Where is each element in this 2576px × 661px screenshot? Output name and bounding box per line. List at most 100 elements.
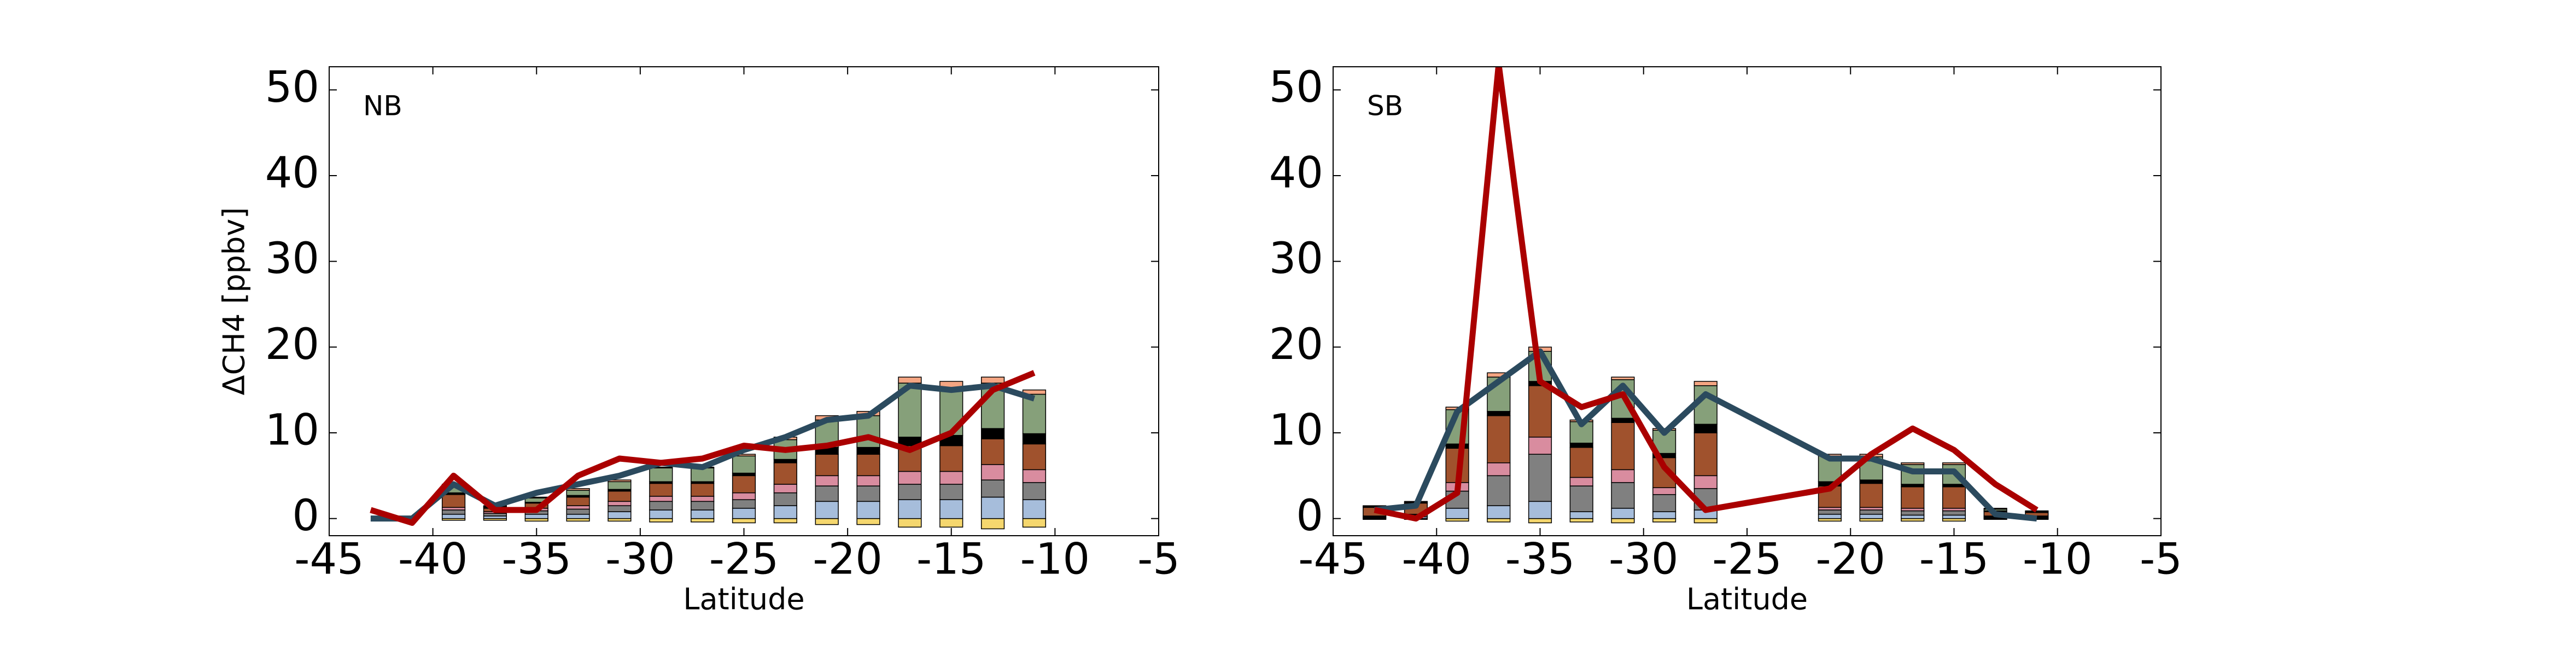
bar-segment bbox=[1487, 462, 1511, 477]
bar-segment bbox=[691, 509, 715, 519]
x-tick-label: -20 bbox=[813, 535, 882, 584]
bar-segment bbox=[1611, 518, 1635, 524]
axes-frame bbox=[1333, 66, 2162, 536]
bar-segment bbox=[1652, 494, 1677, 512]
bar-segment bbox=[608, 501, 632, 506]
bar-segment bbox=[856, 518, 880, 525]
bars bbox=[370, 370, 1047, 530]
bar-segment bbox=[980, 479, 1005, 498]
bar-segment bbox=[732, 499, 756, 509]
bar-segment bbox=[1942, 486, 1966, 509]
x-tick-label: -20 bbox=[1816, 535, 1885, 584]
bar-segment bbox=[1528, 385, 1552, 438]
bar-segment bbox=[1859, 483, 1883, 508]
bar-segment bbox=[1022, 433, 1047, 445]
y-tick-label: 10 bbox=[1269, 405, 1323, 455]
bar-segment bbox=[1569, 477, 1593, 486]
x-tick-label: -35 bbox=[1505, 535, 1575, 584]
bars bbox=[1363, 67, 2049, 524]
bar-segment bbox=[732, 508, 756, 519]
bar-segment bbox=[2025, 510, 2049, 512]
y-tick-label: 50 bbox=[265, 63, 319, 112]
line bbox=[1374, 67, 2038, 522]
bar-segment bbox=[1528, 501, 1552, 519]
bar-segment bbox=[773, 484, 797, 494]
bar-segment bbox=[732, 492, 756, 500]
bar-segment bbox=[732, 455, 756, 474]
bar-segment bbox=[1487, 415, 1511, 463]
y-tick-label: 20 bbox=[1269, 320, 1323, 369]
x-tick-label: -40 bbox=[1402, 535, 1471, 584]
y-tick-label: 50 bbox=[1269, 63, 1323, 112]
bar-segment bbox=[441, 514, 466, 519]
bar-segment bbox=[691, 496, 715, 502]
x-tick-label: -30 bbox=[1609, 535, 1678, 584]
bar-segment bbox=[856, 501, 880, 519]
bar-segment bbox=[1901, 510, 1925, 516]
x-tick-label: -15 bbox=[1919, 535, 1989, 584]
bar-segment bbox=[856, 475, 880, 486]
y-tick-label: 0 bbox=[1296, 491, 1323, 541]
bar-segment bbox=[732, 475, 756, 494]
y-tick-label: 10 bbox=[265, 405, 319, 455]
bar-segment bbox=[939, 499, 963, 519]
bar-segment bbox=[649, 518, 673, 523]
x-tick-label: -15 bbox=[916, 535, 986, 584]
bar-segment bbox=[1983, 508, 2007, 510]
bar-segment bbox=[649, 467, 673, 483]
bar-segment bbox=[815, 485, 839, 502]
bar-segment bbox=[608, 490, 632, 502]
bar-segment bbox=[980, 496, 1005, 519]
bar-segment bbox=[1569, 443, 1593, 448]
bar-segment bbox=[980, 438, 1005, 465]
bar-segment bbox=[773, 462, 797, 485]
bar-segment bbox=[1487, 505, 1511, 519]
bar-segment bbox=[1569, 485, 1593, 512]
bar-segment bbox=[1611, 418, 1635, 423]
bar-segment bbox=[1652, 518, 1677, 523]
bar-segment bbox=[1818, 509, 1842, 515]
bar-segment bbox=[1611, 482, 1635, 509]
bar-segment bbox=[980, 518, 1005, 530]
bar-segment bbox=[1818, 514, 1842, 519]
bar-segment bbox=[856, 454, 880, 477]
bar-segment bbox=[980, 428, 1005, 439]
bar-segment bbox=[1445, 443, 1469, 449]
y-axis-label: ΔCH4 [ppbv] bbox=[217, 207, 252, 396]
x-tick-label: -40 bbox=[398, 535, 468, 584]
bar-segment bbox=[898, 518, 922, 528]
bar-segment bbox=[608, 481, 632, 490]
bar-segment bbox=[566, 514, 590, 519]
bar-segment bbox=[1859, 479, 1883, 484]
line bbox=[1374, 348, 2037, 522]
bar-segment bbox=[566, 496, 590, 506]
line bbox=[370, 370, 1036, 526]
bar-segment bbox=[441, 509, 466, 515]
bar-segment bbox=[1487, 411, 1511, 416]
bar-segment bbox=[1445, 508, 1469, 519]
bar-segment bbox=[1652, 511, 1677, 519]
bar-segment bbox=[1942, 510, 1966, 516]
x-tick-label: -30 bbox=[605, 535, 675, 584]
bar-segment bbox=[1022, 393, 1047, 434]
bar-segment bbox=[1611, 376, 1635, 380]
bar-segment bbox=[1022, 499, 1047, 519]
bar-segment bbox=[1901, 486, 1925, 509]
x-tick-label: -35 bbox=[502, 535, 571, 584]
bar-segment bbox=[856, 485, 880, 502]
bar-segment bbox=[773, 518, 797, 524]
bar-segment bbox=[441, 494, 466, 508]
bar-segment bbox=[1652, 487, 1677, 495]
axes-frame bbox=[329, 66, 1159, 536]
bar-segment bbox=[649, 501, 673, 511]
bar-segment bbox=[1693, 424, 1718, 433]
bar-segment bbox=[773, 459, 797, 463]
bar-segment bbox=[1901, 462, 1925, 465]
y-tick-label: 30 bbox=[265, 234, 319, 283]
bar-segment bbox=[1611, 469, 1635, 483]
bar-segment bbox=[898, 484, 922, 500]
bar-segment bbox=[566, 490, 590, 496]
bar-segment bbox=[1859, 514, 1883, 519]
bar-segment bbox=[773, 492, 797, 506]
